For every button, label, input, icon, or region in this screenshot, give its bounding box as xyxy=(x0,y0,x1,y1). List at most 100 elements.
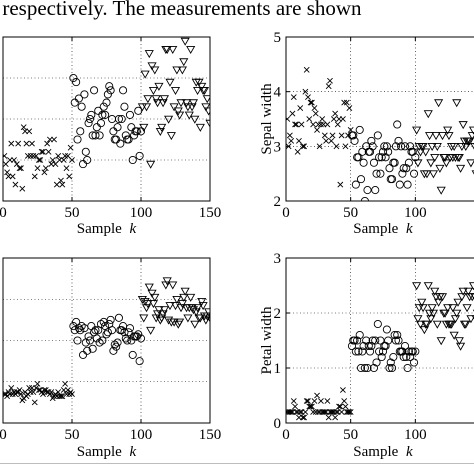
circle-marker-point xyxy=(94,106,103,115)
x-marker-point xyxy=(288,409,295,415)
x-marker-point xyxy=(310,121,317,128)
x-marker-point xyxy=(35,157,42,163)
circle-marker-point xyxy=(74,324,83,333)
triangle-marker-point xyxy=(466,315,474,324)
triangle-marker-point xyxy=(461,143,471,152)
markers xyxy=(3,37,210,192)
triangle-marker-point xyxy=(467,132,474,141)
circle-marker-point xyxy=(85,114,94,124)
circle-marker-point xyxy=(125,110,135,119)
circle-marker-point xyxy=(377,153,386,162)
circle-marker-point xyxy=(375,153,384,162)
x-marker-point xyxy=(325,83,332,90)
x-marker-point xyxy=(6,391,13,398)
circle-marker-point xyxy=(371,336,380,345)
x-marker-point xyxy=(48,161,55,168)
triangle-marker-point xyxy=(440,153,450,162)
x-marker-point xyxy=(338,132,345,139)
circle-marker-point xyxy=(69,322,78,331)
y-tick-label: 1 xyxy=(274,361,282,377)
triangle-marker-point xyxy=(202,95,210,104)
x-marker-point xyxy=(22,128,28,135)
grid-lines xyxy=(286,258,474,423)
triangle-marker-point xyxy=(176,99,186,108)
triangle-marker-point xyxy=(413,159,423,168)
circle-marker-point xyxy=(105,82,114,91)
triangle-marker-point xyxy=(421,148,431,157)
x-marker-point xyxy=(56,393,63,400)
x-marker-point xyxy=(24,391,31,398)
circle-marker-point xyxy=(400,341,410,351)
x-marker-point xyxy=(315,121,322,128)
x-marker-point xyxy=(27,389,34,395)
triangle-marker-point xyxy=(198,302,208,311)
x-axis-label-word: Sample xyxy=(353,221,402,237)
x-marker-point xyxy=(41,387,48,393)
x-tick-label: 100 xyxy=(130,205,153,221)
x-marker-point xyxy=(343,99,350,106)
triangle-marker-point xyxy=(456,164,466,173)
x-marker-point xyxy=(323,137,330,144)
x-marker-point xyxy=(339,387,346,393)
x-marker-point xyxy=(302,409,309,415)
triangle-marker-point xyxy=(190,115,200,124)
x-marker-point xyxy=(329,132,336,139)
circle-marker-point xyxy=(350,136,359,145)
x-marker-point xyxy=(290,94,297,101)
triangle-marker-point xyxy=(422,320,432,329)
circle-marker-point xyxy=(77,102,86,111)
x-marker-point xyxy=(31,399,38,406)
circle-marker-point xyxy=(124,328,133,337)
x-marker-point xyxy=(297,409,304,415)
circle-marker-point xyxy=(385,164,394,173)
circle-marker-point xyxy=(83,346,92,355)
triangle-marker-point xyxy=(188,306,199,315)
triangle-marker-point xyxy=(173,107,183,116)
circle-marker-point xyxy=(91,131,100,140)
triangle-marker-point xyxy=(175,318,185,327)
circle-marker-point xyxy=(130,131,139,140)
y-tick-label: 5 xyxy=(274,30,282,46)
x-marker-point xyxy=(342,143,349,150)
x-marker-point xyxy=(314,392,320,399)
triangle-marker-point xyxy=(180,287,190,296)
x-marker-point xyxy=(15,140,22,147)
triangle-marker-point xyxy=(441,159,451,168)
x-marker-point xyxy=(292,121,298,128)
circle-marker-point xyxy=(378,347,388,356)
triangle-marker-point xyxy=(434,99,444,108)
y-axis-label: Petal width xyxy=(259,306,275,374)
triangle-marker-point xyxy=(462,304,472,313)
circle-marker-point xyxy=(83,155,92,165)
circle-marker-point xyxy=(356,175,366,184)
x-marker-point xyxy=(286,143,292,150)
x-marker-point xyxy=(336,403,342,410)
circle-marker-point xyxy=(367,136,376,145)
circle-marker-point xyxy=(110,340,119,349)
x-tick-label: 0 xyxy=(282,427,290,443)
circle-marker-point xyxy=(373,131,382,140)
circle-marker-point xyxy=(70,326,79,335)
triangle-marker-point xyxy=(440,309,450,318)
circle-marker-point xyxy=(409,358,419,367)
circle-marker-point xyxy=(96,319,106,329)
x-marker-point xyxy=(316,143,323,150)
circle-marker-point xyxy=(364,341,373,351)
circle-marker-point xyxy=(84,332,93,341)
triangle-marker-point xyxy=(137,295,147,304)
circle-marker-point xyxy=(375,347,384,356)
circle-marker-point xyxy=(84,119,93,128)
triangle-marker-point xyxy=(140,298,150,307)
triangle-marker-point xyxy=(148,87,158,96)
triangle-marker-point xyxy=(428,309,439,318)
triangle-marker-point xyxy=(437,132,448,141)
triangle-marker-point xyxy=(428,170,439,179)
circle-marker-point xyxy=(103,328,112,337)
triangle-marker-point xyxy=(143,300,153,309)
triangle-marker-point xyxy=(169,103,179,112)
x-marker-point xyxy=(324,121,331,128)
triangle-marker-point xyxy=(205,119,210,128)
triangle-marker-point xyxy=(183,314,193,323)
triangle-marker-point xyxy=(443,126,453,135)
x-marker-point xyxy=(59,393,66,400)
